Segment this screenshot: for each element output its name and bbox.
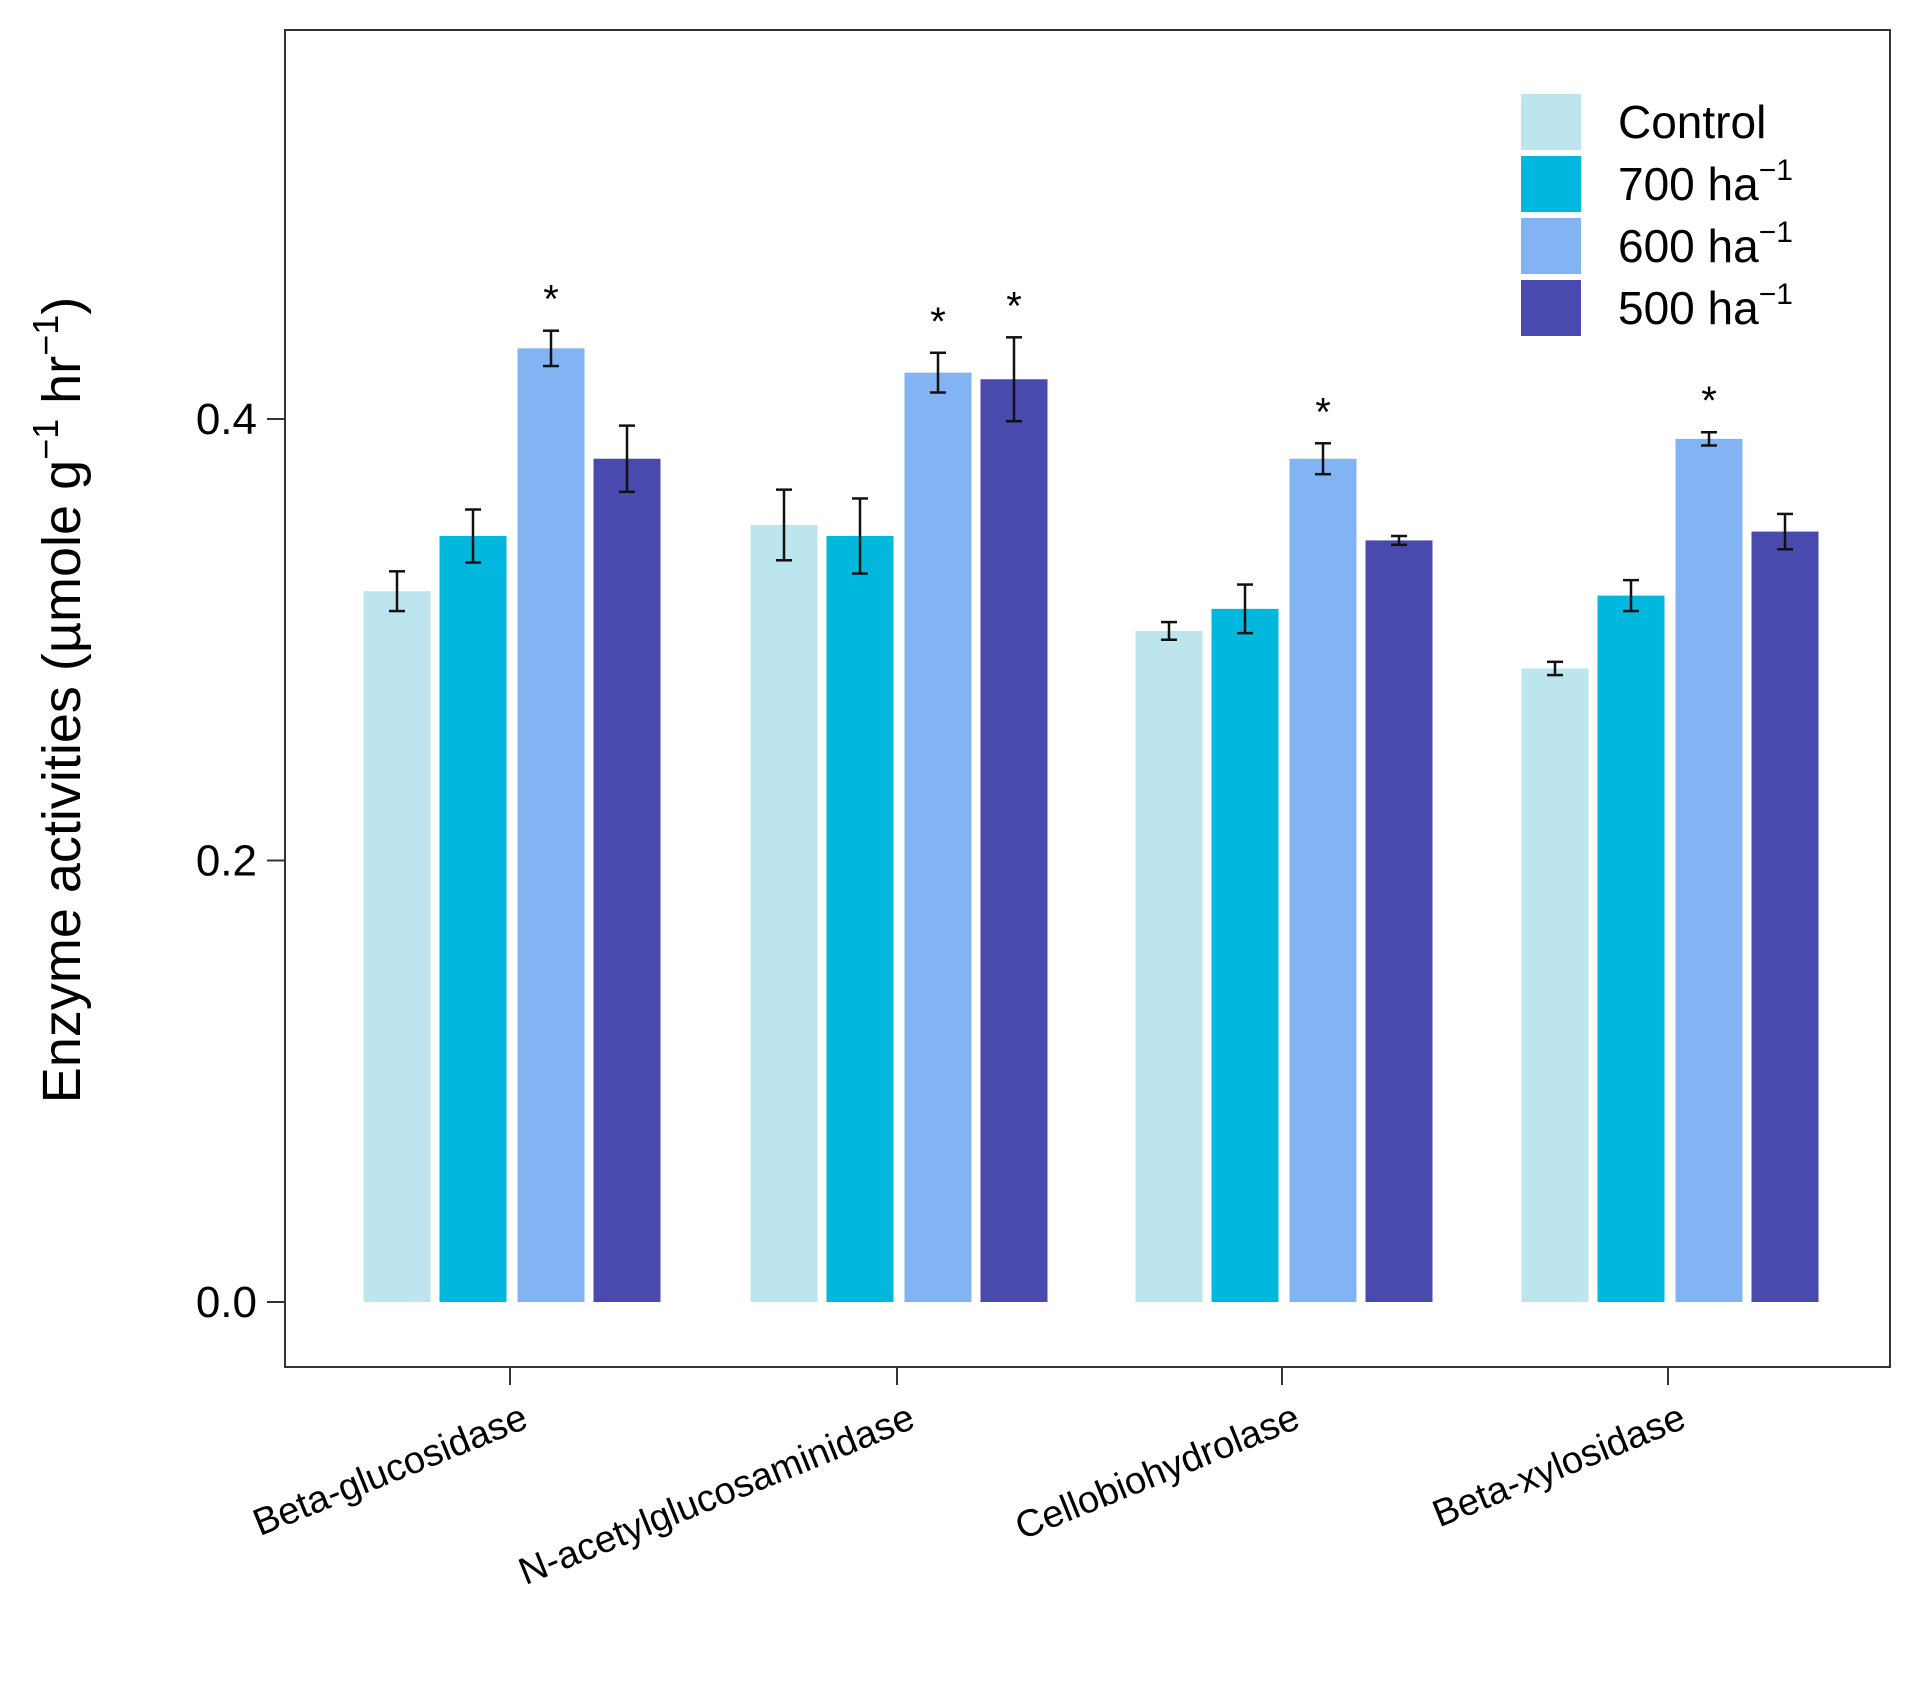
significance-marker: * [1315, 390, 1331, 434]
significance-marker: * [930, 300, 946, 344]
bar [593, 458, 661, 1302]
significance-marker: * [543, 278, 559, 322]
y-tick-label: 0.2 [196, 837, 257, 886]
bar [439, 535, 507, 1302]
bar [363, 591, 431, 1302]
x-tick-label: Cellobiohydrolase [1010, 1396, 1306, 1548]
bar [517, 348, 585, 1302]
y-tick-label: 0.0 [196, 1278, 257, 1327]
legend-swatch [1521, 218, 1581, 274]
x-tick-label: Beta-glucosidase [247, 1396, 533, 1544]
x-tick-label: Beta-xylosidase [1427, 1396, 1691, 1535]
bar [826, 535, 894, 1302]
legend-swatch [1521, 280, 1581, 336]
legend-label: 600 ha−1 [1618, 216, 1793, 272]
bar [1135, 630, 1203, 1302]
legend-label: Control [1618, 96, 1766, 148]
y-axis: 0.0 0.2 0.4 [196, 395, 285, 1327]
bars: * * * * * [363, 278, 1819, 1303]
bar [980, 379, 1048, 1302]
y-axis-label: Enzyme activities (µmole g−1 hr−1) [25, 297, 92, 1103]
bar [1675, 438, 1743, 1302]
legend-label: 700 ha−1 [1618, 154, 1793, 210]
legend-label: 500 ha−1 [1618, 278, 1793, 334]
plot-frame [284, 29, 1891, 1368]
bar [904, 372, 972, 1303]
bar [1597, 595, 1665, 1302]
bar [1211, 608, 1279, 1302]
significance-marker: * [1006, 284, 1022, 328]
x-tick-label: N-acetylglucosaminidase [513, 1396, 920, 1593]
bar [1289, 458, 1357, 1302]
legend: Control 700 ha−1 600 ha−1 500 ha−1 [1521, 94, 1793, 336]
y-tick-label: 0.4 [196, 395, 257, 444]
bar [750, 524, 818, 1302]
bar [1521, 668, 1589, 1302]
bar [1751, 531, 1819, 1302]
bar [1365, 540, 1433, 1302]
legend-swatch [1521, 94, 1581, 150]
significance-marker: * [1701, 379, 1717, 423]
legend-swatch [1521, 156, 1581, 212]
